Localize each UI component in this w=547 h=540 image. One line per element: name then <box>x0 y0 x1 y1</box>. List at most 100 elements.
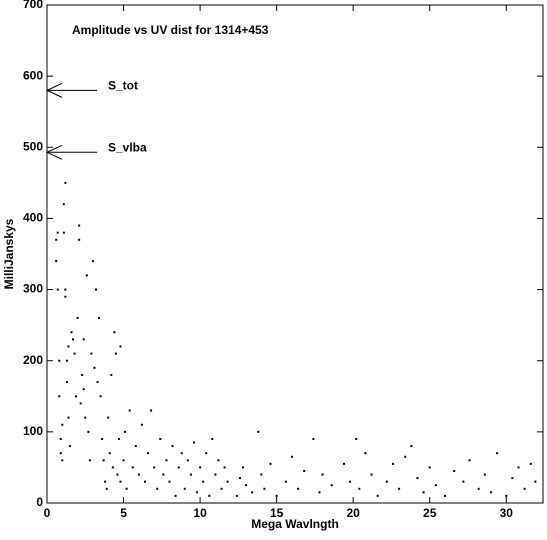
data-point <box>65 359 68 362</box>
data-point <box>75 395 78 398</box>
data-point <box>82 338 85 341</box>
x-tick-label: 5 <box>120 506 127 520</box>
data-point <box>96 381 99 384</box>
data-point <box>137 473 140 476</box>
data-point <box>91 260 94 263</box>
data-point <box>104 480 107 483</box>
data-point <box>358 487 361 490</box>
data-point <box>275 494 278 497</box>
data-point <box>303 469 306 472</box>
data-point <box>391 462 394 465</box>
data-point <box>82 388 85 391</box>
data-point <box>453 469 456 472</box>
data-point <box>404 455 407 458</box>
data-point <box>511 477 514 480</box>
data-point <box>111 466 114 469</box>
data-point <box>428 466 431 469</box>
y-tick-label: 400 <box>23 211 43 225</box>
data-point <box>489 491 492 494</box>
data-point <box>117 437 120 440</box>
x-tick-label: 25 <box>423 506 437 520</box>
data-point <box>205 452 208 455</box>
data-point <box>143 480 146 483</box>
data-point <box>385 480 388 483</box>
data-point <box>78 224 81 227</box>
plot-frame <box>46 4 544 504</box>
data-point <box>422 491 425 494</box>
data-point <box>81 373 84 376</box>
y-axis-label: MilliJanskys <box>2 218 16 289</box>
data-point <box>192 441 195 444</box>
data-point <box>177 466 180 469</box>
data-point <box>171 445 174 448</box>
y-tick-label: 700 <box>23 0 43 11</box>
data-point <box>67 345 70 348</box>
data-point <box>217 459 220 462</box>
data-point <box>59 437 62 440</box>
data-point <box>56 231 59 234</box>
data-point <box>108 452 111 455</box>
y-tick-label: 500 <box>23 139 43 153</box>
y-tick-label: 0 <box>36 495 43 509</box>
data-point <box>150 409 153 412</box>
data-point <box>186 459 189 462</box>
annotation-arrowhead <box>45 82 63 98</box>
data-point <box>370 473 373 476</box>
data-point <box>162 473 165 476</box>
data-point <box>122 459 125 462</box>
data-point <box>468 459 471 462</box>
x-axis-label: Mega Wavlngth <box>251 517 339 531</box>
data-point <box>483 473 486 476</box>
data-point <box>269 462 272 465</box>
data-point <box>102 459 105 462</box>
data-point <box>202 480 205 483</box>
data-point <box>101 437 104 440</box>
data-point <box>349 480 352 483</box>
data-point <box>116 473 119 476</box>
data-point <box>64 288 67 291</box>
data-point <box>73 352 76 355</box>
data-point <box>398 487 401 490</box>
data-point <box>131 466 134 469</box>
x-tick-label: 10 <box>193 506 207 520</box>
data-point <box>189 473 192 476</box>
data-point <box>245 484 248 487</box>
data-point <box>174 494 177 497</box>
data-point <box>517 466 520 469</box>
data-point <box>290 455 293 458</box>
data-point <box>153 466 156 469</box>
data-point <box>58 395 61 398</box>
annotation-label: S_vlba <box>108 140 147 154</box>
data-point <box>76 317 79 320</box>
data-point <box>113 331 116 334</box>
x-tick-label: 0 <box>44 506 51 520</box>
data-point <box>159 437 162 440</box>
data-point <box>99 395 102 398</box>
data-point <box>226 480 229 483</box>
data-point <box>128 409 131 412</box>
data-point <box>241 466 244 469</box>
data-point <box>62 231 65 234</box>
data-point <box>88 459 91 462</box>
data-point <box>119 480 122 483</box>
data-point <box>321 473 324 476</box>
data-point <box>64 295 67 298</box>
y-tick-label: 600 <box>23 68 43 82</box>
data-point <box>98 317 101 320</box>
data-point <box>238 477 241 480</box>
data-point <box>534 480 537 483</box>
data-point <box>462 480 465 483</box>
data-point <box>434 484 437 487</box>
data-point <box>64 181 67 184</box>
data-point <box>523 487 526 490</box>
data-point <box>260 473 263 476</box>
data-point <box>180 452 183 455</box>
data-point <box>56 288 59 291</box>
data-point <box>61 423 64 426</box>
data-point <box>416 477 419 480</box>
annotation-label: S_tot <box>108 79 138 93</box>
data-point <box>68 445 71 448</box>
data-point <box>183 487 186 490</box>
data-point <box>107 416 110 419</box>
